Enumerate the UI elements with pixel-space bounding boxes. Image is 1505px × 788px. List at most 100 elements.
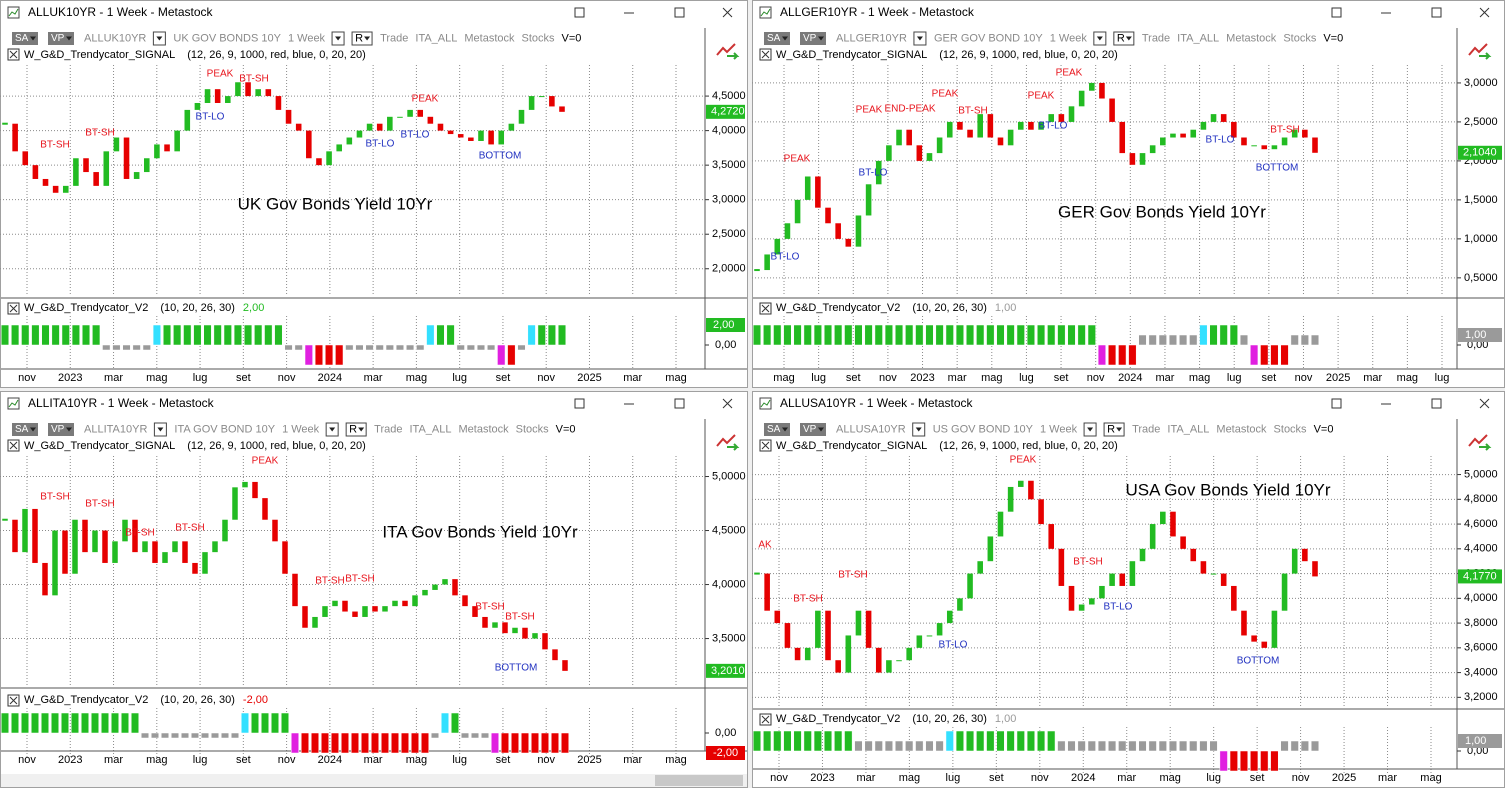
toolbar-button[interactable] <box>12 32 38 45</box>
toolbar-button[interactable] <box>12 423 38 436</box>
close-button[interactable] <box>1479 7 1490 18</box>
candle <box>936 623 943 636</box>
maximize-button[interactable] <box>674 398 685 409</box>
candle <box>906 647 912 661</box>
dropdown-arrow <box>1116 427 1123 432</box>
indicator-bar <box>1006 730 1015 752</box>
window-title: ALLUK10YR - 1 Week - Metastock <box>28 5 214 19</box>
candle <box>1119 121 1126 154</box>
toolbar-button-label[interactable]: SA <box>15 33 29 44</box>
dropdown-arrow <box>782 36 788 41</box>
toolbar-button[interactable] <box>48 423 74 436</box>
candle <box>906 129 912 146</box>
toolbar-button-label[interactable]: SA <box>15 424 29 435</box>
candle <box>22 151 29 166</box>
candle <box>342 600 348 612</box>
candle <box>764 254 770 271</box>
signal-annotation: BT-LO <box>366 139 395 150</box>
toolbar-dropdown[interactable] <box>345 422 367 437</box>
toolbar-r-label[interactable]: R <box>355 32 363 44</box>
maximize-button[interactable] <box>1431 398 1442 409</box>
candle <box>926 153 933 161</box>
scrollbar-track[interactable] <box>1 774 747 787</box>
time-label: mag <box>981 372 1002 384</box>
toolbar-r-label[interactable]: R <box>1117 32 1125 44</box>
toolbar-button[interactable] <box>800 423 826 436</box>
close-button[interactable] <box>1479 398 1490 409</box>
time-label: mar <box>364 372 383 384</box>
toolbar-dropdown[interactable] <box>1113 31 1135 46</box>
signal-annotation: BT-SH <box>1073 557 1102 568</box>
candle <box>204 89 211 103</box>
candle <box>815 176 821 208</box>
maximize-button[interactable] <box>1431 7 1442 18</box>
toolbar-text: Trade <box>374 423 402 435</box>
indicator-bar <box>1270 750 1279 772</box>
indicator-bar <box>1239 750 1249 772</box>
window-title: ALLITA10YR - 1 Week - Metastock <box>28 396 215 410</box>
indicator-bar <box>823 730 833 752</box>
candle <box>1200 121 1207 130</box>
popout-button[interactable] <box>574 398 585 409</box>
candle <box>794 199 801 224</box>
candle <box>407 109 413 117</box>
toolbar-button[interactable] <box>764 423 790 436</box>
toolbar-button[interactable] <box>48 32 74 45</box>
signal-annotation: BT-LO <box>939 640 968 651</box>
y-tick-label: 5,0000 <box>1464 468 1498 480</box>
indicator-bar <box>793 730 802 752</box>
indicator-bar <box>213 324 222 346</box>
toolbar-button-label[interactable]: VP <box>51 424 65 435</box>
indicator-bar <box>773 324 782 346</box>
indicator-bar <box>1300 740 1309 752</box>
candle <box>1119 573 1126 586</box>
toolbar-r-label[interactable]: R <box>1107 423 1115 435</box>
popout-button[interactable] <box>574 7 585 18</box>
candle <box>855 215 862 247</box>
close-button[interactable] <box>722 7 733 18</box>
dropdown-arrow <box>915 427 922 432</box>
toolbar-dropdown[interactable] <box>351 31 373 46</box>
toolbar-button-label[interactable]: SA <box>767 33 781 44</box>
toolbar-button[interactable] <box>764 32 790 45</box>
indicator-last-label: 2,00 <box>713 319 734 331</box>
indicator-bar <box>223 324 232 346</box>
chart-icon-arrow <box>727 52 740 60</box>
close-button[interactable] <box>722 398 733 409</box>
toolbar-dropdown[interactable] <box>1103 422 1125 437</box>
popout-button[interactable] <box>1331 7 1342 18</box>
indicator-bar <box>531 732 539 754</box>
toolbar-button-label[interactable]: VP <box>51 33 65 44</box>
scrollbar-thumb[interactable] <box>655 775 743 786</box>
app-icon-line <box>8 399 19 408</box>
candle <box>285 109 292 124</box>
popout-button[interactable] <box>1331 398 1342 409</box>
candle <box>1291 548 1298 574</box>
app-icon-line <box>760 8 771 17</box>
toolbar-text: GER GOV BOND 10Y <box>934 32 1043 44</box>
candle <box>1139 153 1146 165</box>
candle <box>875 160 882 185</box>
toolbar-button[interactable] <box>800 32 826 45</box>
candle <box>1109 98 1115 122</box>
candle <box>957 598 963 611</box>
indicator-bar <box>335 344 344 366</box>
toolbar-button-label[interactable]: VP <box>803 424 817 435</box>
candle <box>422 589 428 596</box>
time-label: mag <box>665 754 686 766</box>
maximize-button[interactable] <box>674 7 685 18</box>
candle <box>336 144 342 152</box>
indicator-bar <box>1016 730 1025 752</box>
toolbar-button-label[interactable]: SA <box>767 424 781 435</box>
indicator-bar <box>834 324 843 346</box>
indicator-bar <box>1077 740 1086 752</box>
chart-icon <box>1468 43 1488 56</box>
time-label: nov <box>278 372 296 384</box>
toolbar-r-label[interactable]: R <box>349 423 357 435</box>
indicator-bar <box>1158 740 1167 752</box>
candle <box>1210 114 1217 122</box>
indicator-bar <box>1199 324 1208 346</box>
toolbar-button-label[interactable]: VP <box>803 33 817 44</box>
time-label: 2024 <box>1071 772 1095 784</box>
indicator-bar <box>193 324 202 346</box>
